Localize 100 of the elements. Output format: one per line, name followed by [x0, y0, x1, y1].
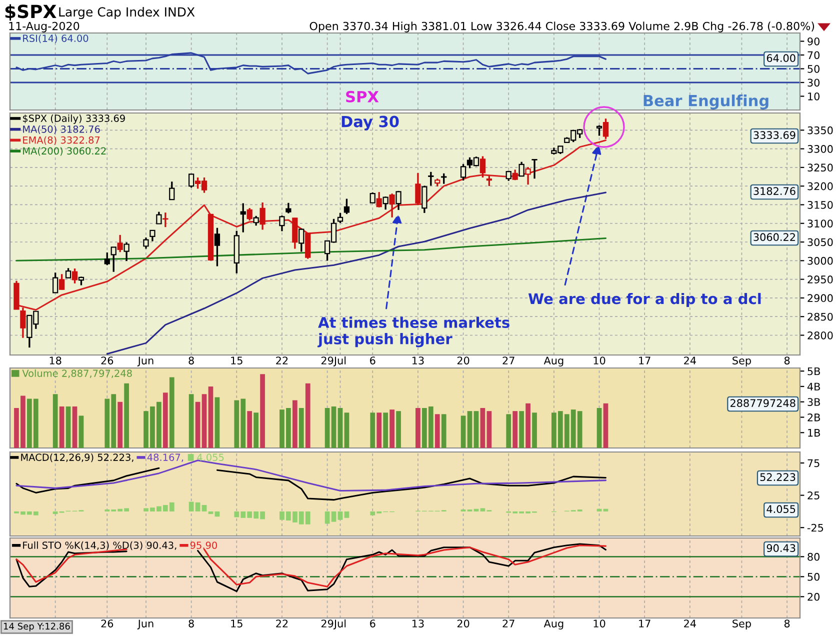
bar [383, 412, 388, 448]
y-tick-label: 50 [808, 64, 820, 73]
x-tick-label: 27 [502, 356, 514, 364]
annotation: Bear Engulfing [644, 94, 768, 110]
legend-label: MA(200) 3060.22 [23, 147, 106, 156]
bar [214, 397, 220, 448]
bar [292, 400, 298, 448]
x-tick-label: Jul [333, 356, 346, 366]
bar [596, 508, 602, 512]
legend-label: 48.167, [147, 454, 184, 462]
bar [195, 502, 200, 512]
bar [208, 386, 214, 448]
bar [434, 414, 440, 448]
candlestick [286, 202, 292, 214]
bar [390, 410, 394, 448]
legend-label: Volume 2,887,797,248 [22, 369, 132, 378]
candlestick [65, 267, 72, 279]
bar [486, 411, 492, 448]
annotation: 2887797248 [730, 399, 796, 408]
bar [118, 402, 123, 448]
x-tick-label: 26 [101, 620, 114, 628]
bar [188, 394, 194, 448]
x-tick-label: 29 [321, 620, 334, 628]
bar [526, 403, 530, 448]
x-tick-label: 10 [594, 356, 606, 364]
x-tick-label: Aug [544, 620, 564, 630]
bar [474, 508, 479, 512]
candlestick [422, 184, 428, 214]
x-tick-label: 8 [188, 620, 194, 628]
candlestick [20, 306, 26, 339]
candlestick [441, 172, 447, 185]
y-tick-label: 3B [808, 398, 820, 406]
x-tick-label: Jun [137, 620, 154, 630]
candlestick [150, 230, 156, 242]
annotation: 4.055 [766, 505, 796, 514]
x-tick-label: 15 [231, 620, 242, 628]
x-tick-label: 26 [101, 356, 114, 364]
candlestick [240, 202, 246, 234]
y-tick-label: 3300 [808, 145, 833, 153]
annotation: Day 30 [342, 116, 399, 130]
candlestick [486, 175, 492, 187]
bar [370, 412, 376, 448]
candlestick [117, 234, 123, 253]
bar [474, 411, 479, 448]
x-tick-label: 17 [639, 356, 650, 364]
x-tick-label: 18 [50, 356, 62, 364]
y-tick-label: 3250 [808, 164, 833, 172]
candlestick [279, 214, 285, 232]
y-tick-label: 2800 [808, 331, 833, 340]
bar [396, 411, 401, 448]
y-tick-label: 2900 [808, 294, 833, 302]
bar [247, 411, 252, 448]
bar [162, 392, 168, 448]
annotation: 90.43 [766, 544, 796, 552]
candlestick [52, 272, 58, 294]
x-tick-label: Jun [137, 356, 154, 366]
x-tick-label: 29 [321, 356, 334, 364]
y-tick-label: 75 [808, 459, 820, 468]
y-tick-label: 2950 [808, 276, 833, 284]
bar [214, 511, 220, 517]
bar [298, 408, 304, 448]
bar [188, 502, 194, 512]
x-tick-label: 13 [412, 620, 424, 628]
x-tick-label: 8 [784, 620, 790, 628]
candlestick [58, 273, 65, 291]
x-tick-label: 6 [370, 356, 376, 364]
annotation: SPX [346, 90, 379, 102]
candlestick [428, 171, 434, 187]
bar [59, 406, 64, 448]
candlestick [305, 232, 311, 260]
annotation: We are due for a dip to a dcl [528, 292, 761, 308]
bar [512, 411, 518, 448]
bar [208, 511, 214, 514]
y-tick-label: 1B [808, 428, 820, 437]
candlestick [169, 180, 175, 200]
chart-subtitle: Large Cap Index INDX [59, 6, 195, 20]
candlestick [415, 172, 421, 206]
x-tick-label: 8 [188, 356, 194, 364]
candlestick [298, 228, 304, 253]
text: 11-Aug-2020 [9, 22, 80, 32]
candlestick [72, 268, 78, 284]
y-tick-label: 3100 [808, 220, 833, 228]
annotation: 3333.69 [754, 131, 796, 140]
legend-label: MACD(12,26,9) 52.223, [21, 453, 134, 462]
candlestick [188, 172, 194, 188]
annotation: 52.223 [760, 473, 796, 482]
y-tick-label: 70 [808, 51, 820, 60]
legend-label: EMA(8) 3322.87 [23, 136, 100, 145]
x-tick-label: 17 [639, 620, 650, 628]
candlestick [337, 212, 344, 224]
y-tick-label: 4B [807, 382, 820, 390]
candlestick [602, 118, 609, 140]
bar [202, 394, 207, 448]
bar [331, 511, 336, 522]
bar [324, 408, 330, 448]
legend-label: RSI(14) 64.00 [23, 34, 88, 44]
bar [338, 511, 343, 520]
candlestick [110, 246, 116, 273]
y-tick-label: 5B [808, 367, 820, 376]
bar [441, 414, 446, 448]
